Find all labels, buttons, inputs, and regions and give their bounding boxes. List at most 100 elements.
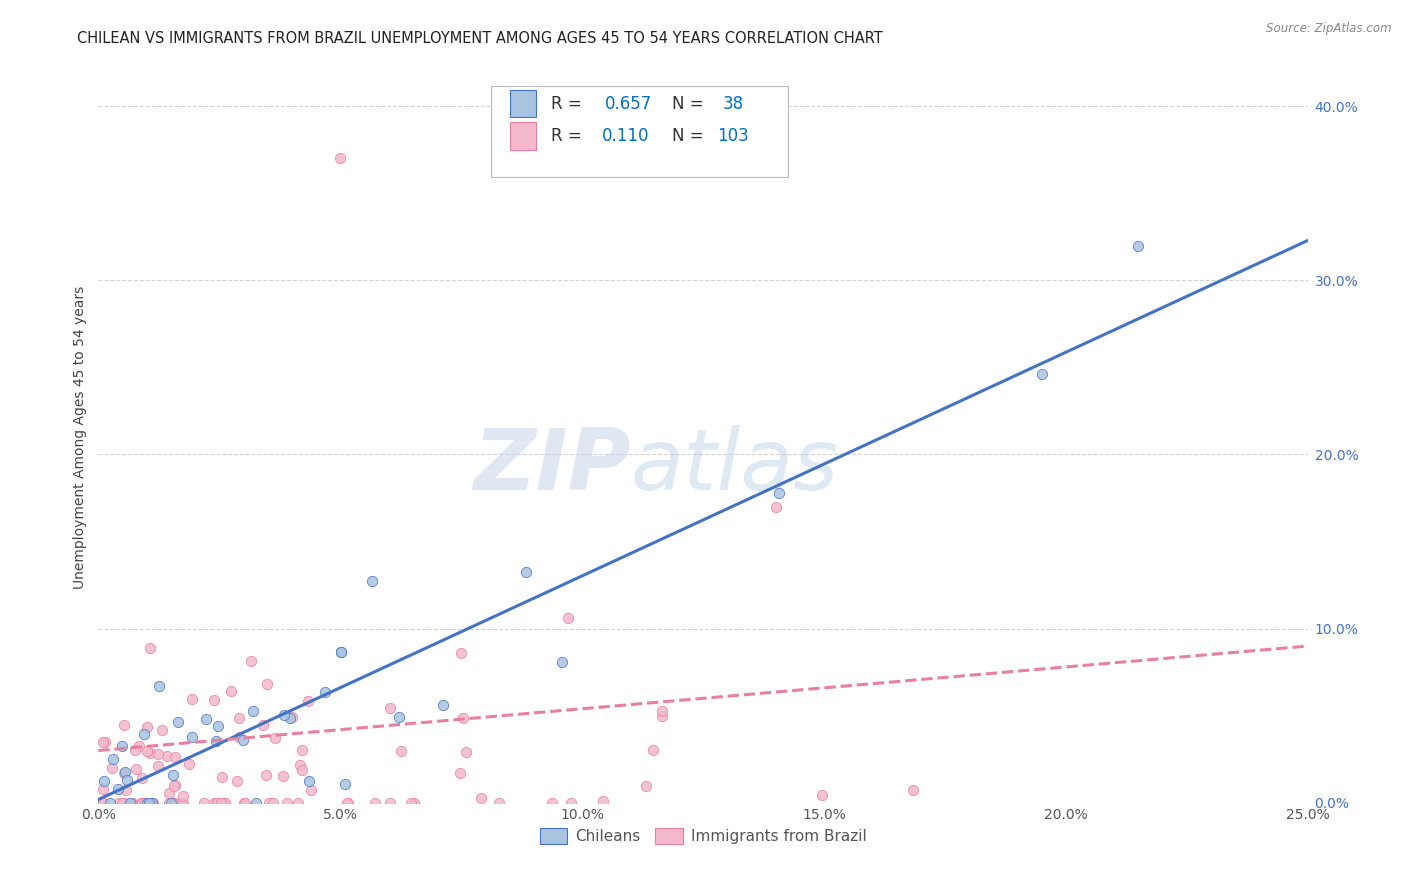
Point (297, 694, 319, 708)
Point (136, 721, 159, 735)
Text: N =: N = (672, 95, 709, 112)
Point (134, 796, 156, 810)
Point (515, 566, 537, 580)
Point (262, 796, 284, 810)
Point (93, 774, 115, 789)
Point (1128, 238, 1150, 252)
Point (172, 796, 194, 810)
Point (148, 747, 170, 761)
Point (651, 709, 673, 723)
Point (131, 771, 153, 785)
Point (202, 692, 225, 706)
Point (280, 710, 302, 724)
Point (557, 611, 579, 625)
Point (209, 796, 232, 810)
Point (205, 734, 228, 748)
Point (98, 796, 121, 810)
Point (271, 769, 294, 783)
Point (204, 796, 226, 810)
Legend: Chileans, Immigrants from Brazil: Chileans, Immigrants from Brazil (534, 822, 872, 850)
Point (169, 796, 191, 810)
Point (139, 641, 162, 656)
Point (402, 796, 425, 810)
Point (768, 486, 790, 500)
Point (179, 756, 201, 771)
Point (160, 796, 183, 810)
Point (399, 796, 422, 810)
Point (551, 655, 574, 669)
Point (131, 796, 153, 810)
FancyBboxPatch shape (509, 122, 536, 150)
Point (360, 574, 382, 588)
Point (364, 796, 387, 810)
Text: 0.657: 0.657 (605, 95, 652, 112)
Point (299, 782, 322, 797)
Point (156, 749, 179, 764)
Point (165, 779, 187, 793)
Point (211, 770, 233, 784)
Point (167, 715, 190, 730)
Point (449, 766, 471, 780)
Point (202, 796, 225, 810)
Text: CHILEAN VS IMMIGRANTS FROM BRAZIL UNEMPLOYMENT AMONG AGES 45 TO 54 YEARS CORRELA: CHILEAN VS IMMIGRANTS FROM BRAZIL UNEMPL… (77, 31, 883, 46)
Text: N =: N = (672, 127, 709, 145)
Point (112, 796, 135, 810)
Point (91, 734, 114, 748)
Point (488, 796, 510, 810)
Point (298, 774, 321, 789)
Text: ZIP: ZIP (472, 425, 630, 508)
Point (541, 796, 564, 810)
Point (141, 796, 163, 810)
Point (114, 765, 136, 780)
Point (112, 718, 135, 732)
Point (233, 796, 256, 810)
Point (337, 796, 360, 810)
Point (108, 796, 131, 810)
Point (141, 796, 163, 810)
Point (180, 692, 202, 706)
Point (195, 712, 218, 726)
Point (388, 710, 411, 724)
Point (124, 743, 146, 757)
Point (115, 782, 138, 797)
Point (142, 796, 165, 810)
Point (291, 763, 314, 777)
Point (329, 645, 352, 659)
Point (131, 796, 153, 810)
Text: 0.110: 0.110 (602, 127, 650, 145)
Point (121, 796, 143, 810)
Point (240, 654, 263, 668)
Point (329, 152, 352, 166)
Point (432, 698, 454, 712)
Point (136, 796, 159, 810)
Point (181, 730, 204, 744)
Point (150, 723, 173, 738)
Point (276, 796, 298, 810)
Point (193, 796, 215, 810)
Point (221, 684, 243, 698)
Point (138, 796, 160, 810)
Point (901, 783, 924, 797)
Point (163, 796, 186, 810)
Point (287, 796, 309, 810)
Point (205, 796, 228, 810)
Point (256, 676, 278, 690)
Point (148, 679, 170, 693)
Point (232, 733, 254, 747)
Point (235, 796, 257, 810)
Point (245, 796, 267, 810)
Point (91, 781, 114, 796)
Point (132, 726, 155, 740)
Point (280, 710, 302, 724)
Point (252, 718, 274, 732)
Point (93, 735, 115, 749)
Point (228, 711, 250, 725)
Point (101, 752, 124, 766)
Point (120, 796, 142, 810)
Point (389, 744, 412, 758)
Point (242, 704, 264, 718)
Point (470, 791, 492, 805)
Point (641, 742, 664, 756)
Point (139, 746, 162, 760)
Text: R =: R = (551, 127, 586, 145)
